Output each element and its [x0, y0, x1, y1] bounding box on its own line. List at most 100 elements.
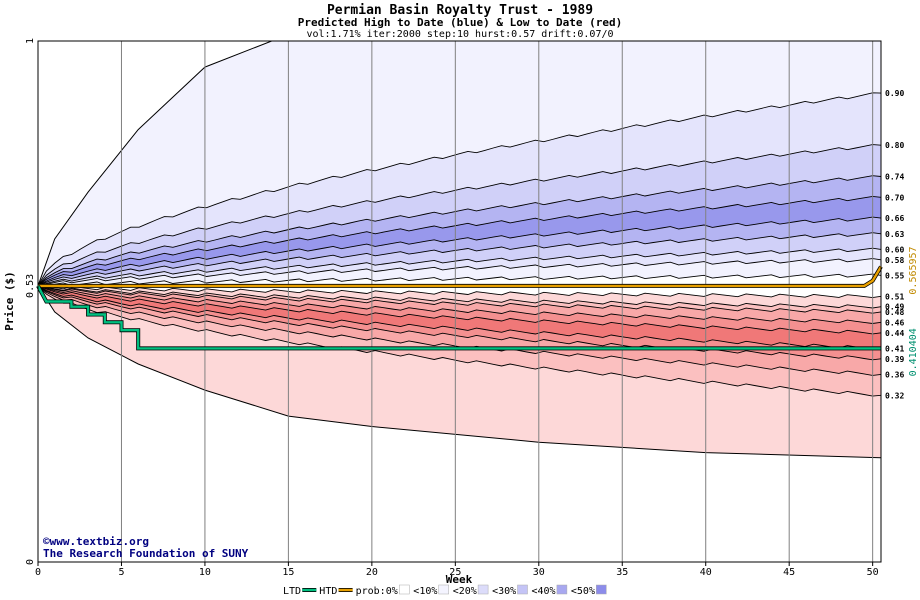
low-band-0 [38, 285, 881, 308]
low-line-6 [37, 285, 882, 361]
legend-label-6: <40% [532, 586, 556, 597]
legend-swatch-2 [399, 584, 410, 595]
right-label-0.80: 0.80 [885, 141, 904, 150]
high-line-4 [37, 216, 882, 287]
right-label-0.48: 0.48 [885, 308, 904, 317]
right-label-0.44: 0.44 [885, 329, 904, 338]
legend-label-4: <20% [453, 586, 477, 597]
x-tick-label-15: 15 [282, 567, 294, 578]
y-tick-labels: 1 0.53 0 [25, 38, 36, 565]
legend-label-2: prob:0% [356, 586, 398, 597]
high-line-7 [37, 258, 882, 287]
ltd-end-label: 0.410404 [908, 328, 919, 376]
right-label-0.90: 0.90 [885, 89, 904, 98]
low-line-5 [37, 285, 882, 350]
x-tick-label-5: 5 [118, 567, 124, 578]
right-label-0.58: 0.58 [885, 256, 904, 265]
htd-line [38, 265, 883, 288]
legend-swatch-6 [556, 584, 568, 595]
legend-swatch-3 [438, 584, 449, 595]
low-band-4 [38, 285, 881, 350]
series-lines [36, 265, 883, 351]
high-line-5 [37, 232, 882, 287]
low-band-5 [38, 285, 881, 360]
x-tick-label-20: 20 [366, 567, 378, 578]
high-band-1 [38, 92, 881, 286]
low-line-2 [37, 285, 882, 314]
high-line-2 [37, 175, 882, 287]
low-line-4 [37, 285, 882, 335]
legend-swatch-7 [596, 584, 607, 595]
x-tick-label-50: 50 [867, 567, 879, 578]
y-tick-label-2: 0 [25, 559, 36, 565]
high-line-6 [37, 247, 882, 287]
right-label-0.46: 0.46 [885, 318, 904, 327]
right-label-0.63: 0.63 [885, 230, 904, 239]
high-band-7 [38, 248, 881, 286]
x-tick-labels: 0 5 10 15 20 25 30 35 40 45 50 [35, 562, 879, 578]
high-band-2 [38, 144, 881, 286]
x-tick-label-10: 10 [199, 567, 211, 578]
grid-lines [120, 41, 874, 562]
low-band-2 [38, 285, 881, 324]
x-tick-label-35: 35 [616, 567, 628, 578]
right-label-0.74: 0.74 [885, 172, 904, 181]
low-band-7 [38, 285, 881, 397]
high-band-6 [38, 232, 881, 286]
x-tick-label-45: 45 [783, 567, 795, 578]
legend-label-1: HTD [319, 586, 337, 597]
probability-bands [38, 41, 881, 458]
legend-label-3: <10% [413, 586, 437, 597]
x-tick-label-30: 30 [533, 567, 545, 578]
legend-swatch-5 [517, 584, 528, 595]
x-tick-label-40: 40 [700, 567, 712, 578]
high-band-0 [38, 41, 881, 286]
right-label-0.70: 0.70 [885, 193, 904, 202]
legend-label-7: <50% [571, 586, 595, 597]
legend-swatch-4 [477, 584, 489, 595]
low-line-0 [37, 285, 882, 299]
right-label-0.60: 0.60 [885, 245, 904, 254]
right-label-0.51: 0.51 [885, 292, 904, 301]
high-band-4 [38, 196, 881, 286]
credit-line-1: ©www.textbiz.org [43, 535, 149, 548]
low-band-8 [38, 285, 881, 458]
right-label-0.41: 0.41 [885, 344, 904, 353]
legend-label-0: LTD [283, 586, 301, 597]
high-band-8 [38, 258, 881, 286]
right-band-labels: 0.90 0.80 0.74 0.70 0.66 0.63 0.60 0.58 0.55 0.51… [885, 89, 904, 400]
low-band-3 [38, 285, 881, 334]
credit-line-2: The Research Foundation of SUNY [43, 547, 249, 560]
low-line-1 [37, 285, 882, 309]
chart-subtitle: Predicted High to Date (blue) & Low to D… [298, 16, 623, 29]
right-label-0.39: 0.39 [885, 355, 904, 364]
right-label-0.66: 0.66 [885, 214, 904, 223]
right-label-0.32: 0.32 [885, 391, 904, 400]
y-tick-label-0: 1 [25, 38, 36, 44]
legend: LTD HTD prob:0% <10% <20% <30% <40% <50% [283, 584, 607, 597]
x-tick-label-0: 0 [35, 567, 41, 578]
low-line-3 [37, 285, 882, 324]
high-line-3 [37, 195, 882, 287]
right-label-0.55: 0.55 [885, 271, 904, 280]
plot-frame [37, 40, 882, 563]
chart-params: vol:1.71% iter:2000 step:10 hurst:0.57 d… [306, 29, 613, 40]
low-line-8 [37, 285, 882, 397]
right-label-0.49: 0.49 [885, 303, 904, 312]
x-axis-label: Week [446, 573, 473, 586]
high-line-1 [37, 144, 882, 287]
low-band-6 [38, 285, 881, 376]
right-label-0.36: 0.36 [885, 370, 904, 379]
high-band-5 [38, 217, 881, 286]
high-band-3 [38, 175, 881, 286]
htd-end-label: 0.565957 [908, 246, 919, 294]
legend-label-5: <30% [492, 586, 516, 597]
low-band-1 [38, 285, 881, 314]
y-axis-label: Price ($) [3, 271, 16, 331]
x-tick-label-25: 25 [449, 567, 461, 578]
y-tick-label-1: 0.53 [25, 274, 36, 298]
chart-title: Permian Basin Royalty Trust - 1989 [327, 3, 593, 18]
high-line-0 [37, 92, 882, 287]
high-line-8 [37, 273, 882, 287]
